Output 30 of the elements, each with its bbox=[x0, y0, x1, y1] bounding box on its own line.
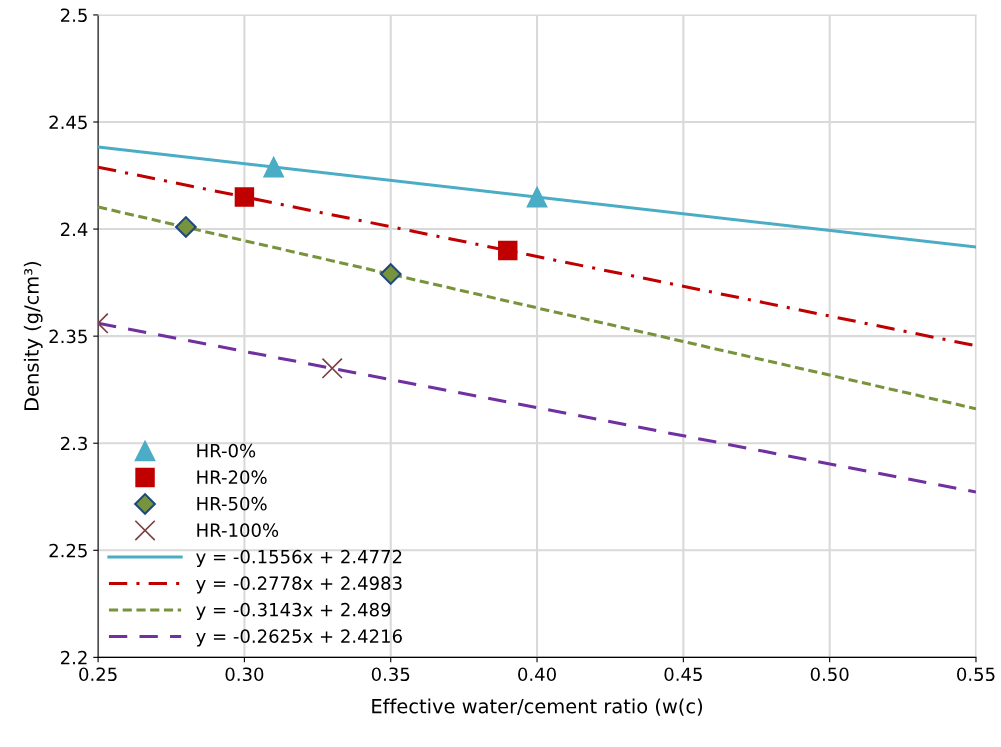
point bbox=[234, 187, 255, 207]
x-tick-label: 0.25 bbox=[79, 667, 117, 682]
x-tick-label: 0.45 bbox=[664, 667, 702, 682]
point bbox=[379, 263, 402, 285]
x-tick-label: 0.40 bbox=[518, 667, 556, 682]
legend-label: HR-20% bbox=[197, 470, 267, 485]
y-tick-label: 2.35 bbox=[49, 329, 87, 344]
legend-label: HR-100% bbox=[197, 523, 279, 538]
y-tick-label: 2.25 bbox=[49, 543, 87, 558]
y-tick-label: 2.4 bbox=[60, 222, 88, 236]
x-tick-label: 0.55 bbox=[957, 667, 995, 682]
legend-label: HR-50% bbox=[197, 496, 267, 511]
point bbox=[526, 186, 548, 208]
y-tick-label: 2.45 bbox=[49, 115, 87, 130]
point bbox=[263, 156, 285, 178]
y-axis-title: Density (g/cm³) bbox=[23, 262, 43, 411]
x-tick-label: 0.50 bbox=[810, 667, 849, 682]
legend-label: y = -0.1556x + 2.4772 bbox=[196, 549, 402, 568]
x-axis-title: Effective water/cement ratio (w(c) bbox=[372, 698, 703, 716]
y-tick-label: 2.5 bbox=[60, 8, 87, 23]
legend-label: y = -0.2778x + 2.4983 bbox=[196, 576, 402, 594]
legend-label: HR-0% bbox=[197, 443, 256, 458]
legend-label: y = -0.2625x + 2.4216 bbox=[196, 629, 402, 647]
y-tick-label: 2.3 bbox=[60, 436, 87, 451]
point bbox=[175, 216, 197, 238]
x-tick-label: 0.30 bbox=[225, 667, 264, 682]
legend-label: y = -0.3143x + 2.489 bbox=[196, 602, 391, 621]
point bbox=[498, 240, 518, 261]
y-tick-label: 2.2 bbox=[60, 650, 87, 665]
x-tick-label: 0.35 bbox=[371, 667, 410, 682]
